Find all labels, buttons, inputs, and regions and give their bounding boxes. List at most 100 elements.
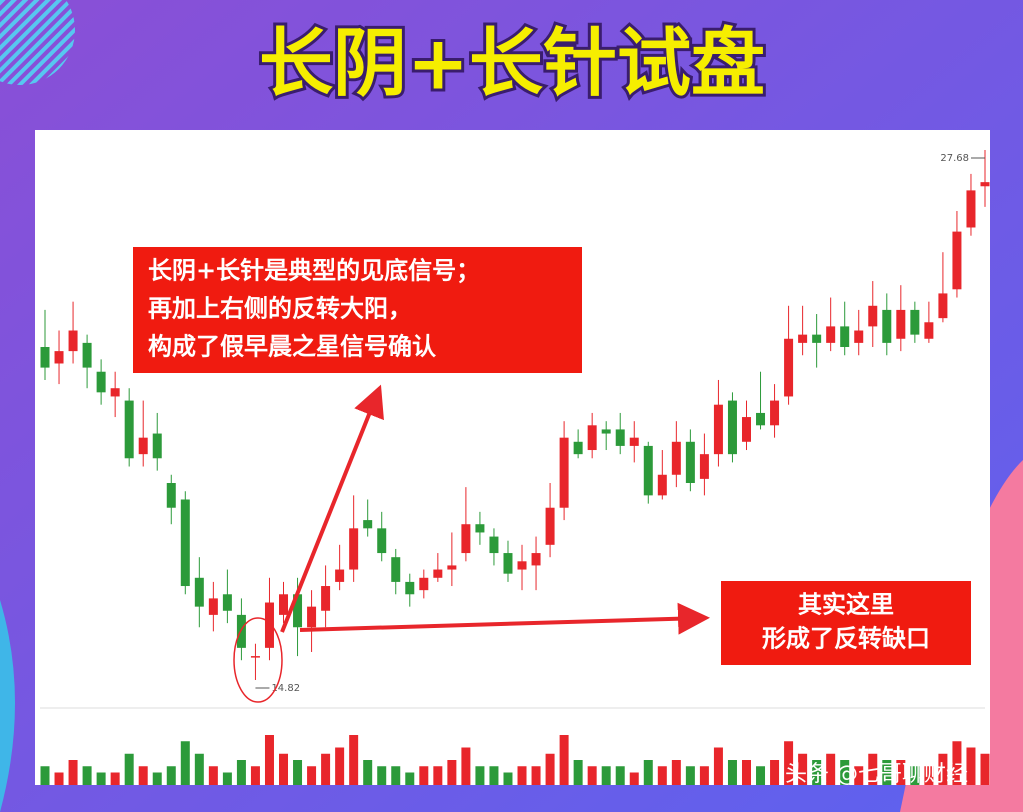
volume-bar <box>798 753 808 785</box>
candle-body <box>671 441 681 475</box>
candle-body <box>335 569 345 582</box>
arrow <box>280 384 384 633</box>
candle-body <box>741 417 751 442</box>
decor <box>0 600 15 812</box>
candle-body <box>461 524 471 554</box>
volume-bar <box>363 760 373 785</box>
volume-bar <box>559 735 569 785</box>
candle-body <box>615 429 625 446</box>
highlight-circle <box>233 617 283 703</box>
candle-body <box>784 338 794 397</box>
candle-body <box>882 309 892 343</box>
annotation-line: 形成了反转缺口 <box>762 624 930 653</box>
annotation-line: 其实这里 <box>798 590 894 619</box>
candle-body <box>770 400 780 426</box>
volume-bar <box>110 772 120 785</box>
volume-bar <box>770 760 780 785</box>
decor <box>0 0 75 85</box>
candle-body <box>222 594 232 611</box>
volume-bar <box>573 760 583 785</box>
volume-bar <box>812 760 822 785</box>
volume-bar <box>475 766 485 785</box>
candle-body <box>40 346 50 368</box>
volume-bar <box>321 753 331 785</box>
candle-body <box>587 425 597 451</box>
candle-body <box>629 437 639 446</box>
candle-body <box>854 330 864 343</box>
candle-body <box>952 231 962 290</box>
candle-body <box>180 499 190 587</box>
candle-body <box>573 441 583 455</box>
candle-body <box>657 474 667 496</box>
candle-body <box>713 404 723 455</box>
annotation-line: 再加上右侧的反转大阳， <box>148 294 412 323</box>
candle-body <box>236 614 246 648</box>
candle-body <box>138 437 148 455</box>
candle-body <box>433 569 443 578</box>
candle-body <box>812 334 822 343</box>
candle-body <box>166 483 176 508</box>
volume-bar <box>685 766 695 785</box>
annotation: 长阴+长针是典型的见底信号； 再加上右侧的反转大阳， 构成了假早晨之星信号确认 <box>148 256 480 361</box>
candle-body <box>938 293 948 319</box>
candle-body <box>363 520 373 529</box>
candle-body <box>840 326 850 347</box>
candle-body <box>601 429 611 434</box>
candle-body <box>54 351 64 364</box>
volume-bar <box>629 772 639 785</box>
candle-body <box>124 400 134 459</box>
volume-bar <box>194 753 204 785</box>
candle-body <box>293 594 303 628</box>
candle-body <box>503 553 513 574</box>
volume-bar <box>40 766 50 785</box>
volume-bar <box>713 747 723 785</box>
volume-bar <box>545 753 555 785</box>
volume-bar <box>980 753 990 785</box>
candle-body <box>447 565 457 570</box>
candle-body <box>545 507 555 545</box>
candle-body <box>110 388 120 397</box>
volume-bar <box>643 760 653 785</box>
candle-body <box>826 326 836 343</box>
volume-bar <box>54 772 64 785</box>
volume-bar <box>96 772 106 785</box>
volume-bar <box>293 760 303 785</box>
volume-bar <box>882 760 892 785</box>
volume-bar <box>784 741 794 785</box>
candle-body <box>531 553 541 566</box>
volume-bar <box>419 766 429 785</box>
volume-bar <box>741 760 751 785</box>
chart: 14.82 27.68 <box>40 150 990 785</box>
candle-body <box>264 602 274 648</box>
volume-bar <box>840 760 850 785</box>
volume-bar <box>236 760 246 785</box>
volume-bar <box>517 766 527 785</box>
candle-body <box>475 524 485 533</box>
candle-body <box>896 309 906 339</box>
volume-bar <box>966 747 976 785</box>
candle-body <box>910 309 920 335</box>
volume-bar <box>447 760 457 785</box>
candle-body <box>517 561 527 570</box>
annotation-box <box>133 247 582 373</box>
volume-bar <box>152 772 162 785</box>
volume-bar <box>335 747 345 785</box>
volume-bar <box>222 772 232 785</box>
candle-body <box>279 594 289 615</box>
volume-bar <box>433 766 443 785</box>
candle-body <box>307 606 317 628</box>
volume-bar <box>671 760 681 785</box>
volume-bar <box>910 766 920 785</box>
arrow <box>299 602 710 635</box>
annotation-box <box>721 581 971 665</box>
low-price-label: 14.82 <box>271 683 300 694</box>
title: 长阴+长针试盘 <box>259 21 765 107</box>
volume-bar <box>854 766 864 785</box>
candle-body <box>727 400 737 455</box>
candle-body <box>96 371 106 393</box>
candle-body <box>82 342 92 368</box>
candle-body <box>966 190 976 228</box>
annotation-line: 长阴+长针是典型的见底信号； <box>148 256 480 285</box>
volume-bar <box>138 766 148 785</box>
